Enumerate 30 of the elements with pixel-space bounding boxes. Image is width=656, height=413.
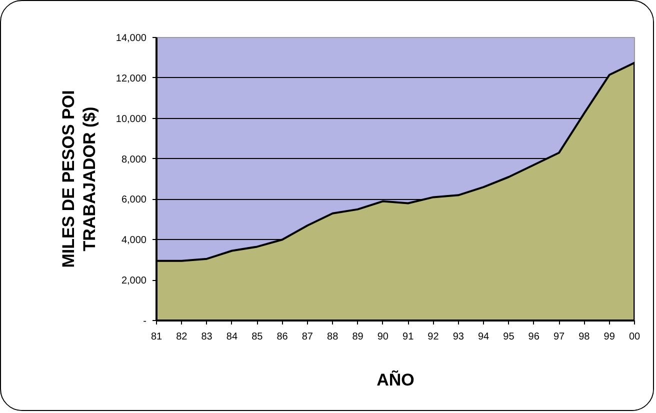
x-tick-label: 87 [302,332,314,342]
x-tick-label: 97 [553,332,566,342]
y-tick-label: - [143,316,147,327]
x-tick-label: 95 [503,332,515,342]
y-tick-label: 2,000 [121,276,147,287]
x-tick-label: 98 [578,332,590,342]
x-tick-label: 81 [150,332,162,342]
y-tick-label: 4,000 [121,235,147,246]
x-tick-label: 96 [528,332,540,342]
x-tick-label: 83 [201,332,213,342]
x-tick-label: 88 [327,332,339,342]
x-tick-label: 94 [478,332,490,342]
x-tick-label: 99 [604,332,616,342]
x-tick-label: 84 [226,332,238,342]
x-tick-label: 93 [452,332,464,342]
x-tick-label: 86 [276,332,288,342]
y-tick-label: 12,000 [116,73,147,84]
y-tick-label: 14,000 [116,33,147,44]
x-tick-label: 91 [402,332,414,342]
x-tick-label: 92 [428,332,440,342]
x-axis-title: AÑO [376,370,414,390]
x-tick-label: 90 [377,332,389,342]
y-tick-label: 10,000 [116,114,147,125]
y-tick-label: 6,000 [121,194,147,206]
x-tick-label: 00 [628,332,640,342]
x-tick-label: 85 [252,332,264,342]
x-tick-label: 82 [176,332,188,342]
x-tick-label: 89 [352,332,364,342]
y-axis-title: MILES DE PESOS POI TRABAJADOR ($) [59,90,99,268]
y-tick-label: 8,000 [121,154,147,166]
